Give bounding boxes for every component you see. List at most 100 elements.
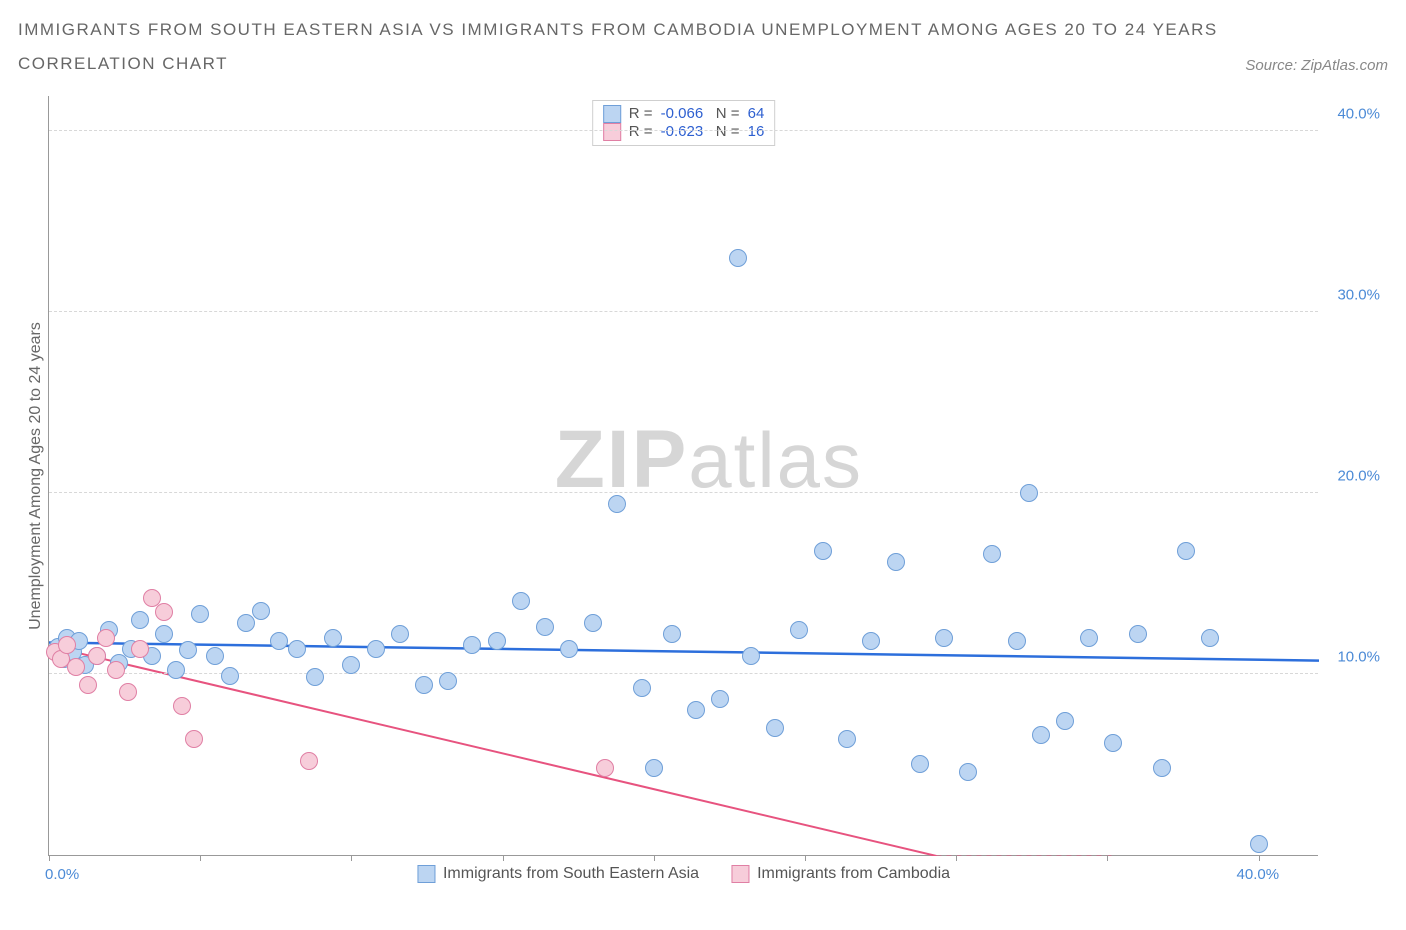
data-point (766, 719, 784, 737)
data-point (935, 629, 953, 647)
data-point (790, 621, 808, 639)
data-point (179, 641, 197, 659)
data-point (1020, 484, 1038, 502)
legend-stat-row: R = -0.623 N = 16 (603, 123, 765, 141)
y-tick-label: 20.0% (1337, 467, 1380, 484)
data-point (911, 755, 929, 773)
data-point (663, 625, 681, 643)
x-tick (956, 855, 957, 861)
trend-line (49, 642, 1319, 660)
data-point (173, 697, 191, 715)
data-point (560, 640, 578, 658)
legend-series-label: Immigrants from Cambodia (757, 865, 950, 883)
data-point (1080, 629, 1098, 647)
legend-stat-row: R = -0.066 N = 64 (603, 105, 765, 123)
data-point (131, 611, 149, 629)
data-point (270, 632, 288, 650)
source-name: ZipAtlas.com (1301, 57, 1388, 74)
legend-swatch (603, 105, 621, 123)
x-tick (1107, 855, 1108, 861)
data-point (608, 495, 626, 513)
data-point (252, 602, 270, 620)
data-point (300, 752, 318, 770)
data-point (862, 632, 880, 650)
legend-stat-text: R = -0.066 N = 64 (629, 105, 765, 122)
data-point (391, 625, 409, 643)
data-point (306, 668, 324, 686)
data-point (439, 672, 457, 690)
data-point (983, 545, 1001, 563)
legend-swatch (417, 865, 435, 883)
data-point (415, 676, 433, 694)
x-tick (200, 855, 201, 861)
legend-series-item: Immigrants from South Eastern Asia (417, 865, 699, 883)
legend-series: Immigrants from South Eastern Asia Immigr… (417, 865, 950, 883)
x-tick (654, 855, 655, 861)
source-prefix: Source: (1245, 57, 1301, 74)
data-point (1104, 734, 1122, 752)
legend-stats: R = -0.066 N = 64R = -0.623 N = 16 (592, 100, 776, 146)
scatter-plot: ZIPatlas R = -0.066 N = 64R = -0.623 N =… (48, 96, 1318, 856)
data-point (131, 640, 149, 658)
data-point (536, 618, 554, 636)
page-title: IMMIGRANTS FROM SOUTH EASTERN ASIA VS IM… (18, 18, 1218, 42)
x-tick-label-max: 40.0% (1237, 866, 1280, 883)
data-point (1153, 759, 1171, 777)
chart-area: Unemployment Among Ages 20 to 24 years Z… (48, 96, 1388, 856)
data-point (463, 636, 481, 654)
source-credit: Source: ZipAtlas.com (1245, 57, 1388, 74)
x-tick-label-min: 0.0% (45, 866, 79, 883)
data-point (97, 629, 115, 647)
data-point (88, 647, 106, 665)
data-point (633, 679, 651, 697)
y-tick-label: 30.0% (1337, 286, 1380, 303)
x-tick (1259, 855, 1260, 861)
data-point (1056, 712, 1074, 730)
gridline (49, 130, 1318, 131)
legend-swatch (731, 865, 749, 883)
data-point (814, 542, 832, 560)
data-point (221, 667, 239, 685)
data-point (1201, 629, 1219, 647)
legend-swatch (603, 123, 621, 141)
data-point (488, 632, 506, 650)
gridline (49, 311, 1318, 312)
header-row: IMMIGRANTS FROM SOUTH EASTERN ASIA VS IM… (18, 18, 1388, 74)
watermark: ZIPatlas (555, 413, 863, 507)
data-point (324, 629, 342, 647)
data-point (711, 690, 729, 708)
legend-series-label: Immigrants from South Eastern Asia (443, 865, 699, 883)
data-point (155, 603, 173, 621)
data-point (119, 683, 137, 701)
x-tick (805, 855, 806, 861)
data-point (67, 658, 85, 676)
data-point (367, 640, 385, 658)
data-point (167, 661, 185, 679)
data-point (742, 647, 760, 665)
x-tick (503, 855, 504, 861)
trend-lines (49, 96, 1319, 856)
data-point (959, 763, 977, 781)
data-point (887, 553, 905, 571)
data-point (1008, 632, 1026, 650)
data-point (645, 759, 663, 777)
data-point (107, 661, 125, 679)
data-point (838, 730, 856, 748)
watermark-light: atlas (688, 416, 863, 504)
data-point (1032, 726, 1050, 744)
x-tick (49, 855, 50, 861)
data-point (155, 625, 173, 643)
data-point (79, 676, 97, 694)
y-tick-label: 10.0% (1337, 648, 1380, 665)
data-point (191, 605, 209, 623)
gridline (49, 492, 1318, 493)
trend-line (49, 646, 936, 856)
data-point (1250, 835, 1268, 853)
page-subtitle: CORRELATION CHART (18, 54, 1218, 74)
data-point (237, 614, 255, 632)
data-point (342, 656, 360, 674)
data-point (206, 647, 224, 665)
legend-series-item: Immigrants from Cambodia (731, 865, 950, 883)
data-point (185, 730, 203, 748)
data-point (1129, 625, 1147, 643)
